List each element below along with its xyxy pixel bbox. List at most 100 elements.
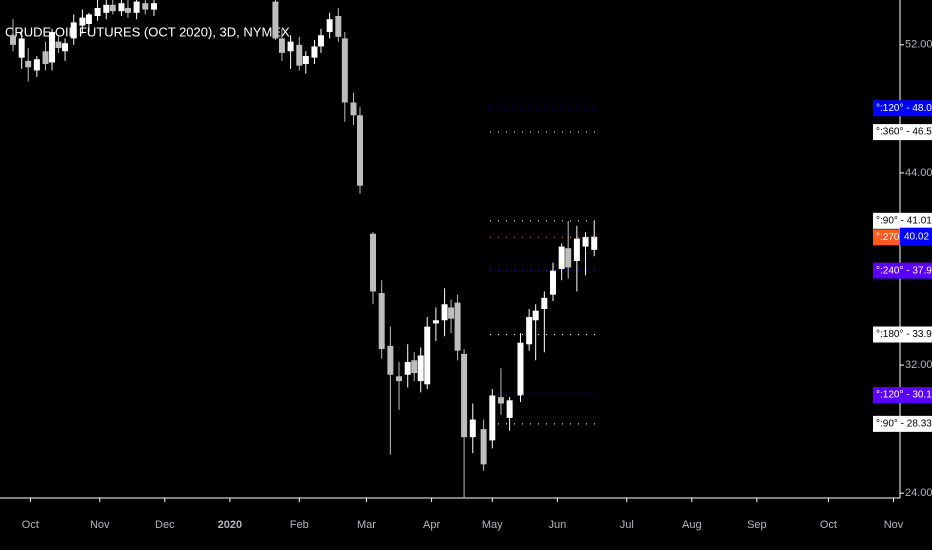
candle-body <box>526 317 533 345</box>
candle <box>497 368 504 415</box>
candle-body <box>489 395 496 441</box>
candle-body <box>94 8 101 17</box>
price-box <box>900 227 932 246</box>
candle-body <box>396 376 403 382</box>
candle-body <box>417 355 424 382</box>
candle <box>541 291 548 353</box>
candle-body <box>448 307 455 319</box>
candle <box>532 304 539 361</box>
candle-body <box>272 1 279 39</box>
candle-body <box>70 22 77 39</box>
x-tick-label: Nov <box>884 519 904 531</box>
candle-body <box>370 233 377 292</box>
x-tick-label: 2020 <box>218 519 242 531</box>
candle <box>150 0 157 17</box>
x-tick-label: Dec <box>155 519 175 531</box>
candle-body <box>350 102 357 116</box>
candle <box>287 35 294 69</box>
candle <box>62 38 69 61</box>
level-label: °:90° - 28.33 <box>876 419 932 430</box>
candle-body <box>497 397 504 404</box>
level-box <box>873 124 932 141</box>
level-box <box>873 262 932 279</box>
candle-body <box>558 246 565 270</box>
candle <box>118 0 125 17</box>
candle-body <box>441 304 448 321</box>
candle <box>573 225 580 292</box>
candle-body <box>480 429 487 465</box>
candle <box>441 288 448 337</box>
x-tick-label: Oct <box>820 519 837 531</box>
candle <box>489 389 496 449</box>
candle-body <box>79 17 86 26</box>
candle <box>396 361 403 410</box>
candle-body <box>506 400 513 418</box>
level-box <box>873 415 932 432</box>
candle <box>311 40 318 65</box>
candle-body <box>302 56 309 65</box>
price-label: 40.02 <box>904 231 929 242</box>
x-tick-label: Apr <box>423 519 440 531</box>
candle-body <box>454 302 461 351</box>
candle-body <box>33 59 40 71</box>
candle <box>326 12 333 39</box>
x-tick-label: Feb <box>290 519 309 531</box>
candle <box>278 28 285 61</box>
candle-body <box>565 248 572 268</box>
candle <box>42 41 49 71</box>
candle <box>350 92 357 125</box>
y-tick-label: 32.00 <box>905 359 932 371</box>
candle <box>124 0 131 18</box>
candle-body <box>118 3 125 12</box>
candle-body <box>133 1 140 13</box>
candle <box>49 28 56 71</box>
level-label: °:180° - 33.91 <box>876 329 932 340</box>
level-label: °:240° - 37.90 <box>876 265 932 276</box>
candle <box>480 419 487 471</box>
candle-body <box>582 236 589 247</box>
candle <box>432 307 439 342</box>
candle <box>378 280 385 359</box>
level-label: °:120° - 30.13 <box>876 390 932 401</box>
candle <box>591 220 598 257</box>
chart-title: CRUDE OIL FUTURES (OCT 2020), 3D, NYMEX <box>5 24 290 39</box>
candle-body <box>432 320 439 324</box>
candle <box>526 309 533 351</box>
candle <box>25 48 32 82</box>
candle-body <box>18 38 25 58</box>
candle-body <box>326 19 333 33</box>
candle-body <box>517 342 524 396</box>
candle <box>33 56 40 77</box>
candle-body <box>124 8 131 13</box>
level-box <box>873 387 932 404</box>
candle <box>404 344 411 388</box>
candle <box>55 35 62 53</box>
candle-body <box>411 360 418 374</box>
level-box <box>873 100 932 117</box>
candle <box>335 8 342 42</box>
x-tick-label: Sep <box>747 519 767 531</box>
candle <box>411 352 418 382</box>
candle <box>10 19 17 52</box>
candle-body <box>424 326 431 385</box>
candle-body <box>287 41 294 52</box>
y-tick-label: 44.00 <box>905 167 932 179</box>
candle <box>103 0 110 20</box>
candle <box>341 32 348 122</box>
candle-body <box>296 44 303 66</box>
candle <box>357 107 363 194</box>
candle <box>448 299 455 334</box>
candle <box>582 232 589 276</box>
candle-body <box>49 32 56 63</box>
candle <box>370 232 377 305</box>
candle-body <box>42 51 49 65</box>
candle-body <box>62 43 69 52</box>
candle <box>506 397 513 431</box>
candle <box>79 9 86 34</box>
candle <box>142 0 149 15</box>
candle <box>85 12 92 33</box>
candle-body <box>387 345 394 375</box>
candle <box>565 220 572 279</box>
level-box <box>873 212 932 229</box>
